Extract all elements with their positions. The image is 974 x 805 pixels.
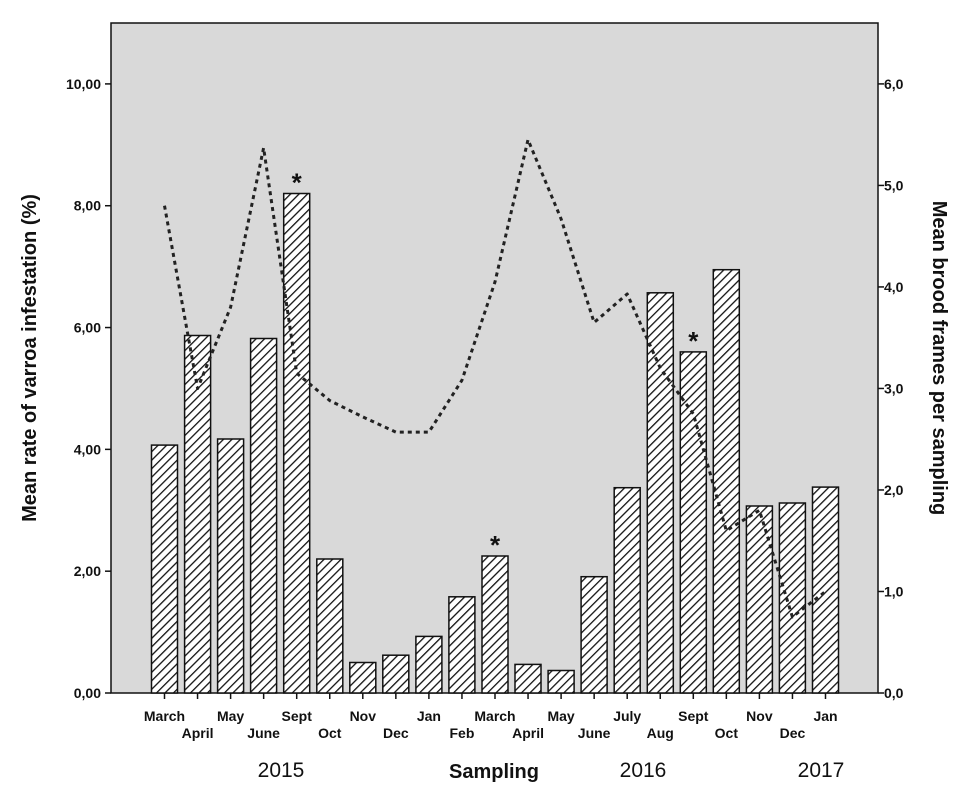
x-tick-label: June	[247, 725, 280, 741]
x-tick-label: Oct	[318, 725, 342, 741]
x-tick-label: Feb	[450, 725, 475, 741]
y2-tick-label: 3,0	[884, 380, 904, 396]
x-tick-label: June	[578, 725, 611, 741]
significance-star: *	[292, 168, 303, 198]
bar	[613, 486, 641, 694]
bar	[249, 337, 278, 694]
x-tick-label: Aug	[647, 725, 674, 741]
bar	[580, 575, 608, 694]
year-label: 2016	[620, 759, 667, 782]
bar	[811, 486, 840, 694]
bar	[778, 502, 807, 694]
y-tick-label: 8,00	[74, 198, 101, 214]
bar	[712, 268, 741, 694]
bar	[282, 192, 311, 694]
x-tick-label: Jan	[417, 708, 441, 724]
significance-star: *	[490, 530, 501, 560]
line-layer	[163, 138, 827, 619]
y2-tick-label: 4,0	[884, 279, 904, 295]
y-tick-label: 2,00	[74, 563, 101, 579]
x-tick-label: Nov	[746, 708, 773, 724]
x-tick-label: May	[547, 708, 574, 724]
y2-axis-title: Mean brood frames per sampling	[928, 201, 950, 516]
bar	[448, 596, 476, 694]
bar	[514, 663, 542, 694]
bar	[415, 635, 443, 694]
x-tick-label: Oct	[715, 725, 739, 741]
x-axis-title: Sampling	[449, 761, 539, 783]
x-tick-label: July	[613, 708, 641, 724]
y-tick-label: 6,00	[74, 320, 101, 336]
y2-tick-label: 6,0	[884, 76, 904, 92]
axes-layer	[105, 83, 884, 699]
bars-layer	[150, 192, 840, 694]
brood-frames-line	[163, 138, 827, 619]
x-tick-label: Dec	[383, 725, 409, 741]
x-tick-label: April	[512, 725, 544, 741]
x-tick-label: Sept	[678, 708, 709, 724]
y-tick-label: 4,00	[74, 441, 101, 457]
year-label: 2017	[798, 759, 845, 782]
x-tick-label: Jan	[813, 708, 837, 724]
y-tick-label: 10,00	[66, 76, 101, 92]
x-tick-label: May	[217, 708, 244, 724]
x-tick-label: Sept	[282, 708, 313, 724]
x-tick-label: Nov	[350, 708, 377, 724]
bar	[646, 292, 675, 694]
bar	[349, 661, 377, 694]
y-axis-title: Mean rate of varroa infestation (%)	[19, 194, 41, 522]
bar	[481, 555, 509, 694]
year-label: 2015	[258, 759, 305, 782]
bar	[316, 558, 344, 694]
bar	[150, 444, 179, 694]
bar	[216, 438, 245, 694]
x-tick-label: March	[144, 708, 185, 724]
y2-tick-label: 2,0	[884, 482, 904, 498]
y-tick-label: 0,00	[74, 685, 101, 701]
x-tick-label: April	[182, 725, 214, 741]
bar	[547, 669, 575, 694]
y2-tick-label: 5,0	[884, 177, 904, 193]
labels-layer: 0,00 2,00 4,00 6,00 8,00 10,00 0,0 1,0 2,0 3,0 4,0…	[19, 76, 950, 783]
significance-star: *	[688, 326, 699, 356]
bar	[382, 654, 410, 694]
x-tick-label: Dec	[780, 725, 806, 741]
x-tick-label: March	[474, 708, 515, 724]
y2-tick-label: 0,0	[884, 685, 904, 701]
y2-tick-label: 1,0	[884, 583, 904, 599]
bar	[745, 505, 774, 694]
bar	[679, 351, 708, 694]
